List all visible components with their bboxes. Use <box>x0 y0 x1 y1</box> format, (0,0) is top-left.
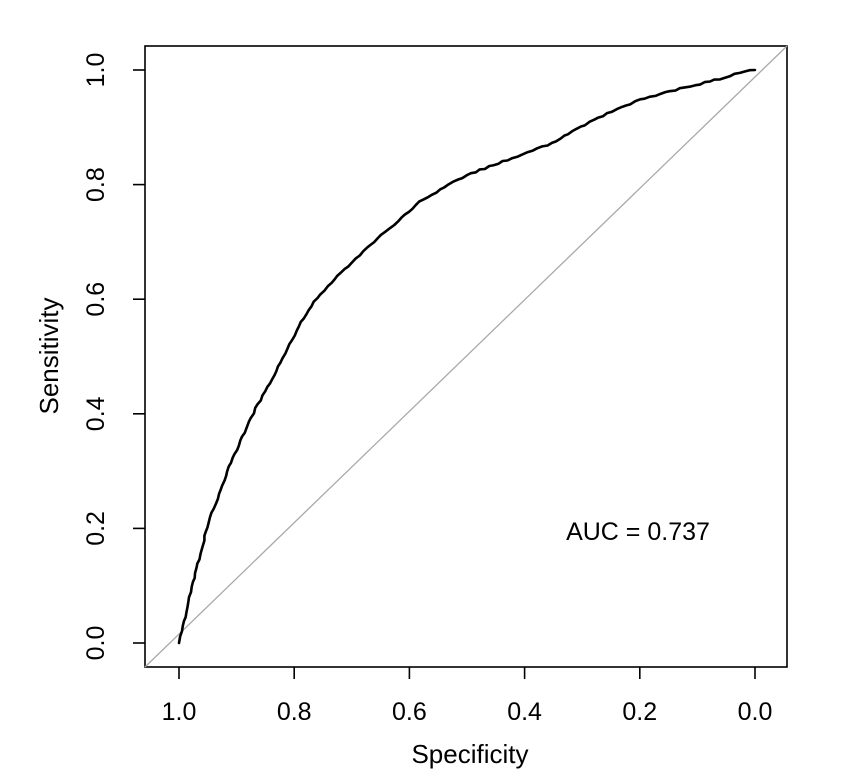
chance-line <box>144 45 788 668</box>
auc-annotation: AUC = 0.737 <box>566 518 710 546</box>
y-tick-label: 0.4 <box>82 396 110 431</box>
y-tick-label: 0.2 <box>82 511 110 546</box>
x-axis-label: Specificity <box>411 739 528 769</box>
x-tick-label: 0.0 <box>738 698 773 726</box>
y-tick-label: 0.0 <box>82 626 110 661</box>
series-layer <box>144 45 788 668</box>
x-tick-label: 1.0 <box>162 698 197 726</box>
y-tick-label: 0.6 <box>82 282 110 317</box>
x-tick-label: 0.4 <box>507 698 542 726</box>
roc-curve <box>177 68 757 645</box>
y-tick-label: 0.8 <box>82 167 110 202</box>
x-tick-label: 0.6 <box>392 698 427 726</box>
y-axis-label: Sensitivity <box>34 297 64 414</box>
x-tick-label: 0.8 <box>277 698 312 726</box>
axes-layer: 1.0 0.8 0.6 0.4 0.2 0.0 0.0 0.2 0.4 0.6 0.8 1.0 <box>82 45 788 726</box>
x-tick-label: 0.2 <box>622 698 657 726</box>
plot-border <box>144 45 788 668</box>
y-tick-label: 1.0 <box>82 53 110 88</box>
